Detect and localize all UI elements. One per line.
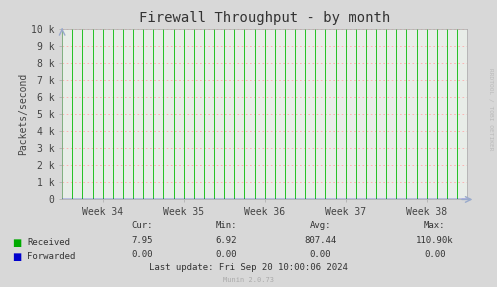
Text: 0.00: 0.00 xyxy=(424,250,446,259)
Text: Munin 2.0.73: Munin 2.0.73 xyxy=(223,277,274,283)
Text: RRDTOOL / TOBI OETIKER: RRDTOOL / TOBI OETIKER xyxy=(488,68,493,150)
Text: 7.95: 7.95 xyxy=(131,236,153,245)
Title: Firewall Throughput - by month: Firewall Throughput - by month xyxy=(139,11,390,25)
Text: ■: ■ xyxy=(12,252,22,262)
Text: Max:: Max: xyxy=(424,221,446,230)
Text: 0.00: 0.00 xyxy=(310,250,331,259)
Text: Last update: Fri Sep 20 10:00:06 2024: Last update: Fri Sep 20 10:00:06 2024 xyxy=(149,263,348,272)
Text: 110.90k: 110.90k xyxy=(416,236,454,245)
Text: 807.44: 807.44 xyxy=(305,236,336,245)
Text: Forwarded: Forwarded xyxy=(27,252,76,261)
Text: Min:: Min: xyxy=(215,221,237,230)
Text: Received: Received xyxy=(27,238,71,247)
Text: 0.00: 0.00 xyxy=(215,250,237,259)
Y-axis label: Packets/second: Packets/second xyxy=(18,73,28,155)
Text: Cur:: Cur: xyxy=(131,221,153,230)
Text: ■: ■ xyxy=(12,238,22,247)
Text: 0.00: 0.00 xyxy=(131,250,153,259)
Text: Avg:: Avg: xyxy=(310,221,331,230)
Text: 6.92: 6.92 xyxy=(215,236,237,245)
